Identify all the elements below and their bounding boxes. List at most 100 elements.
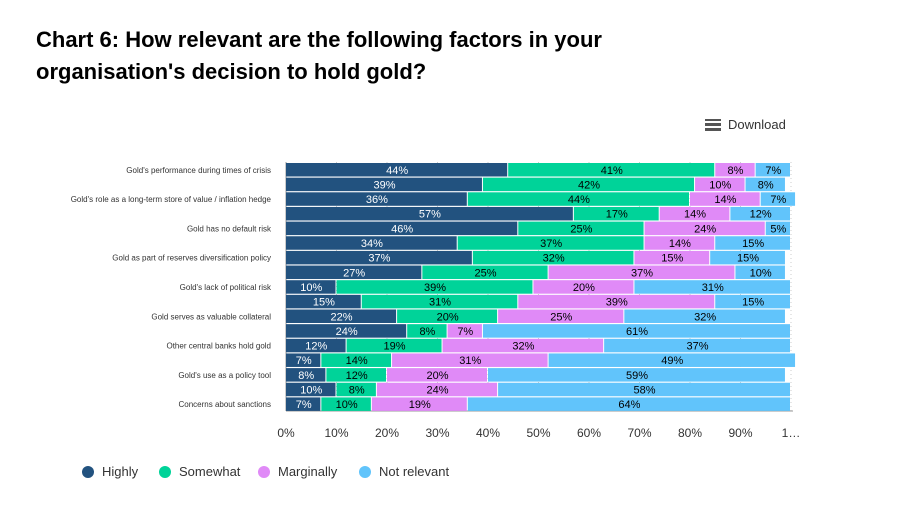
bar-segment-somewhat[interactable] <box>467 192 689 206</box>
bar-segment-somewhat[interactable] <box>336 382 376 397</box>
bar-segment-somewhat[interactable] <box>321 397 371 411</box>
bar-segment-not-relevant[interactable] <box>760 192 796 206</box>
bar-segment-highly[interactable] <box>286 236 457 250</box>
bar-segment-not-relevant[interactable] <box>710 250 785 265</box>
bar-segment-not-relevant[interactable] <box>548 353 796 367</box>
bar-segment-marginally[interactable] <box>548 265 735 280</box>
bar-segment-not-relevant[interactable] <box>482 324 790 338</box>
data-label: 64% <box>618 399 640 411</box>
bar-segment-marginally[interactable] <box>695 177 745 192</box>
x-tick-label: 10% <box>324 426 348 440</box>
bar-segment-marginally[interactable] <box>442 338 604 353</box>
legend-item-somewhat[interactable]: Somewhat <box>159 464 240 479</box>
category-label: Gold's performance during times of crisi… <box>126 166 271 175</box>
category-label: Concerns about sanctions <box>179 400 272 409</box>
bar-segment-highly[interactable] <box>286 250 472 265</box>
bar-segment-not-relevant[interactable] <box>488 368 785 382</box>
bar-segment-somewhat[interactable] <box>573 206 659 221</box>
bar-segment-somewhat[interactable] <box>422 265 548 280</box>
legend-marker-icon <box>359 465 371 478</box>
bar-segment-highly[interactable] <box>286 324 407 338</box>
bar-segment-somewhat[interactable] <box>336 280 533 294</box>
x-tick-label: 50% <box>526 426 550 440</box>
data-label: 37% <box>687 341 709 353</box>
data-label: 39% <box>606 297 628 309</box>
bar-segment-highly[interactable] <box>286 397 321 411</box>
bar-segment-somewhat[interactable] <box>326 368 386 382</box>
bar-segment-not-relevant[interactable] <box>765 221 790 236</box>
data-label: 8% <box>298 370 314 382</box>
bar-segment-marginally[interactable] <box>392 353 548 367</box>
bar-segment-highly[interactable] <box>286 177 482 192</box>
data-label: 7% <box>296 399 312 411</box>
bar-segment-marginally[interactable] <box>518 294 715 309</box>
bar-segment-somewhat[interactable] <box>482 177 695 192</box>
bar-segment-highly[interactable] <box>286 382 336 397</box>
bar-segment-somewhat[interactable] <box>407 324 447 338</box>
data-label: 31% <box>429 297 451 309</box>
bar-segment-highly[interactable] <box>286 294 361 309</box>
bar-segment-somewhat[interactable] <box>472 250 634 265</box>
bar-segment-marginally[interactable] <box>659 206 730 221</box>
bar-segment-marginally[interactable] <box>387 368 487 382</box>
data-label: 14% <box>684 209 706 221</box>
data-label: 39% <box>424 282 446 294</box>
data-label: 59% <box>626 370 648 382</box>
bar-segment-somewhat[interactable] <box>397 309 498 324</box>
bar-segment-marginally[interactable] <box>533 280 634 294</box>
legend-item-not-relevant[interactable]: Not relevant <box>359 464 449 479</box>
bar-segment-highly[interactable] <box>286 265 422 280</box>
data-label: 24% <box>336 326 358 338</box>
bar-segment-highly[interactable] <box>286 338 346 353</box>
bar-segment-somewhat[interactable] <box>361 294 518 309</box>
bar-segment-not-relevant[interactable] <box>745 177 785 192</box>
bar-segment-marginally[interactable] <box>498 309 624 324</box>
data-label: 14% <box>346 355 368 367</box>
data-label: 15% <box>742 238 764 250</box>
data-label: 8% <box>349 385 365 397</box>
bar-segment-highly[interactable] <box>286 192 467 206</box>
bar-segment-highly[interactable] <box>286 353 321 367</box>
bar-segment-marginally[interactable] <box>715 163 755 177</box>
bar-segment-not-relevant[interactable] <box>604 338 790 353</box>
bar-segment-marginally[interactable] <box>376 382 498 397</box>
data-label: 41% <box>601 165 623 177</box>
data-label: 44% <box>568 194 590 206</box>
data-label: 61% <box>626 326 648 338</box>
bar-segment-marginally[interactable] <box>447 324 482 338</box>
category-label: Gold's role as a long-term store of valu… <box>71 195 272 204</box>
x-tick-label: 30% <box>425 426 449 440</box>
legend-item-highly[interactable]: Highly <box>82 464 138 479</box>
bar-segment-somewhat[interactable] <box>518 221 644 236</box>
bar-segment-highly[interactable] <box>286 280 336 294</box>
bar-segment-somewhat[interactable] <box>346 338 442 353</box>
bar-segment-not-relevant[interactable] <box>624 309 785 324</box>
bar-segment-highly[interactable] <box>286 368 326 382</box>
bar-segment-somewhat[interactable] <box>508 163 715 177</box>
bar-segment-not-relevant[interactable] <box>634 280 790 294</box>
bar-segment-highly[interactable] <box>286 309 397 324</box>
bar-segment-not-relevant[interactable] <box>467 397 790 411</box>
bar-segment-highly[interactable] <box>286 163 508 177</box>
menu-icon <box>705 118 721 131</box>
data-label: 39% <box>373 179 395 191</box>
bar-segment-somewhat[interactable] <box>457 236 644 250</box>
bar-segment-marginally[interactable] <box>371 397 467 411</box>
bar-segment-not-relevant[interactable] <box>498 382 790 397</box>
data-label: 7% <box>765 165 781 177</box>
bar-segment-highly[interactable] <box>286 221 518 236</box>
legend-item-marginally[interactable]: Marginally <box>258 464 337 479</box>
bar-segment-highly[interactable] <box>286 206 573 221</box>
bar-segment-somewhat[interactable] <box>321 353 392 367</box>
bar-segment-not-relevant[interactable] <box>730 206 790 221</box>
bar-segment-not-relevant[interactable] <box>735 265 785 280</box>
bar-segment-not-relevant[interactable] <box>715 294 790 309</box>
bar-segment-not-relevant[interactable] <box>715 236 790 250</box>
bar-segment-marginally[interactable] <box>644 221 765 236</box>
data-label: 20% <box>426 370 448 382</box>
bar-segment-not-relevant[interactable] <box>755 163 790 177</box>
bar-segment-marginally[interactable] <box>644 236 715 250</box>
download-button[interactable]: Download <box>705 117 786 132</box>
bar-segment-marginally[interactable] <box>634 250 710 265</box>
bar-segment-marginally[interactable] <box>690 192 760 206</box>
